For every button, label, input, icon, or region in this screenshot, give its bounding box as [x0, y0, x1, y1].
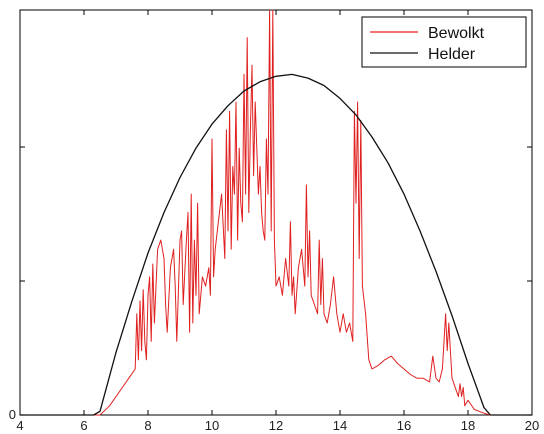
series-line-helder: [20, 73, 532, 416]
x-tick-label: 16: [397, 418, 411, 433]
x-tick-label: 20: [525, 418, 539, 433]
plot-frame: [19, 9, 533, 416]
legend-label-helder: Helder: [428, 46, 476, 63]
legend-box: [361, 16, 527, 68]
legend-label-bewolkt: Bewolkt: [428, 25, 485, 42]
plot-border: [19, 9, 533, 416]
x-tick-label: 18: [461, 418, 475, 433]
ticks-layer: 4 6 8 10 12 14 16 18 20 0: [9, 9, 539, 433]
y-tick-label: 0: [9, 407, 16, 422]
legend: Bewolkt Helder: [361, 16, 527, 68]
x-tick-label: 10: [205, 418, 219, 433]
x-tick-label: 14: [333, 418, 347, 433]
x-tick-label: 6: [80, 418, 87, 433]
x-tick-label: 8: [144, 418, 151, 433]
x-tick-label: 4: [16, 418, 23, 433]
series-line-bewolkt: [20, 9, 532, 416]
series-layer: [20, 9, 532, 416]
x-tick-label: 12: [269, 418, 283, 433]
